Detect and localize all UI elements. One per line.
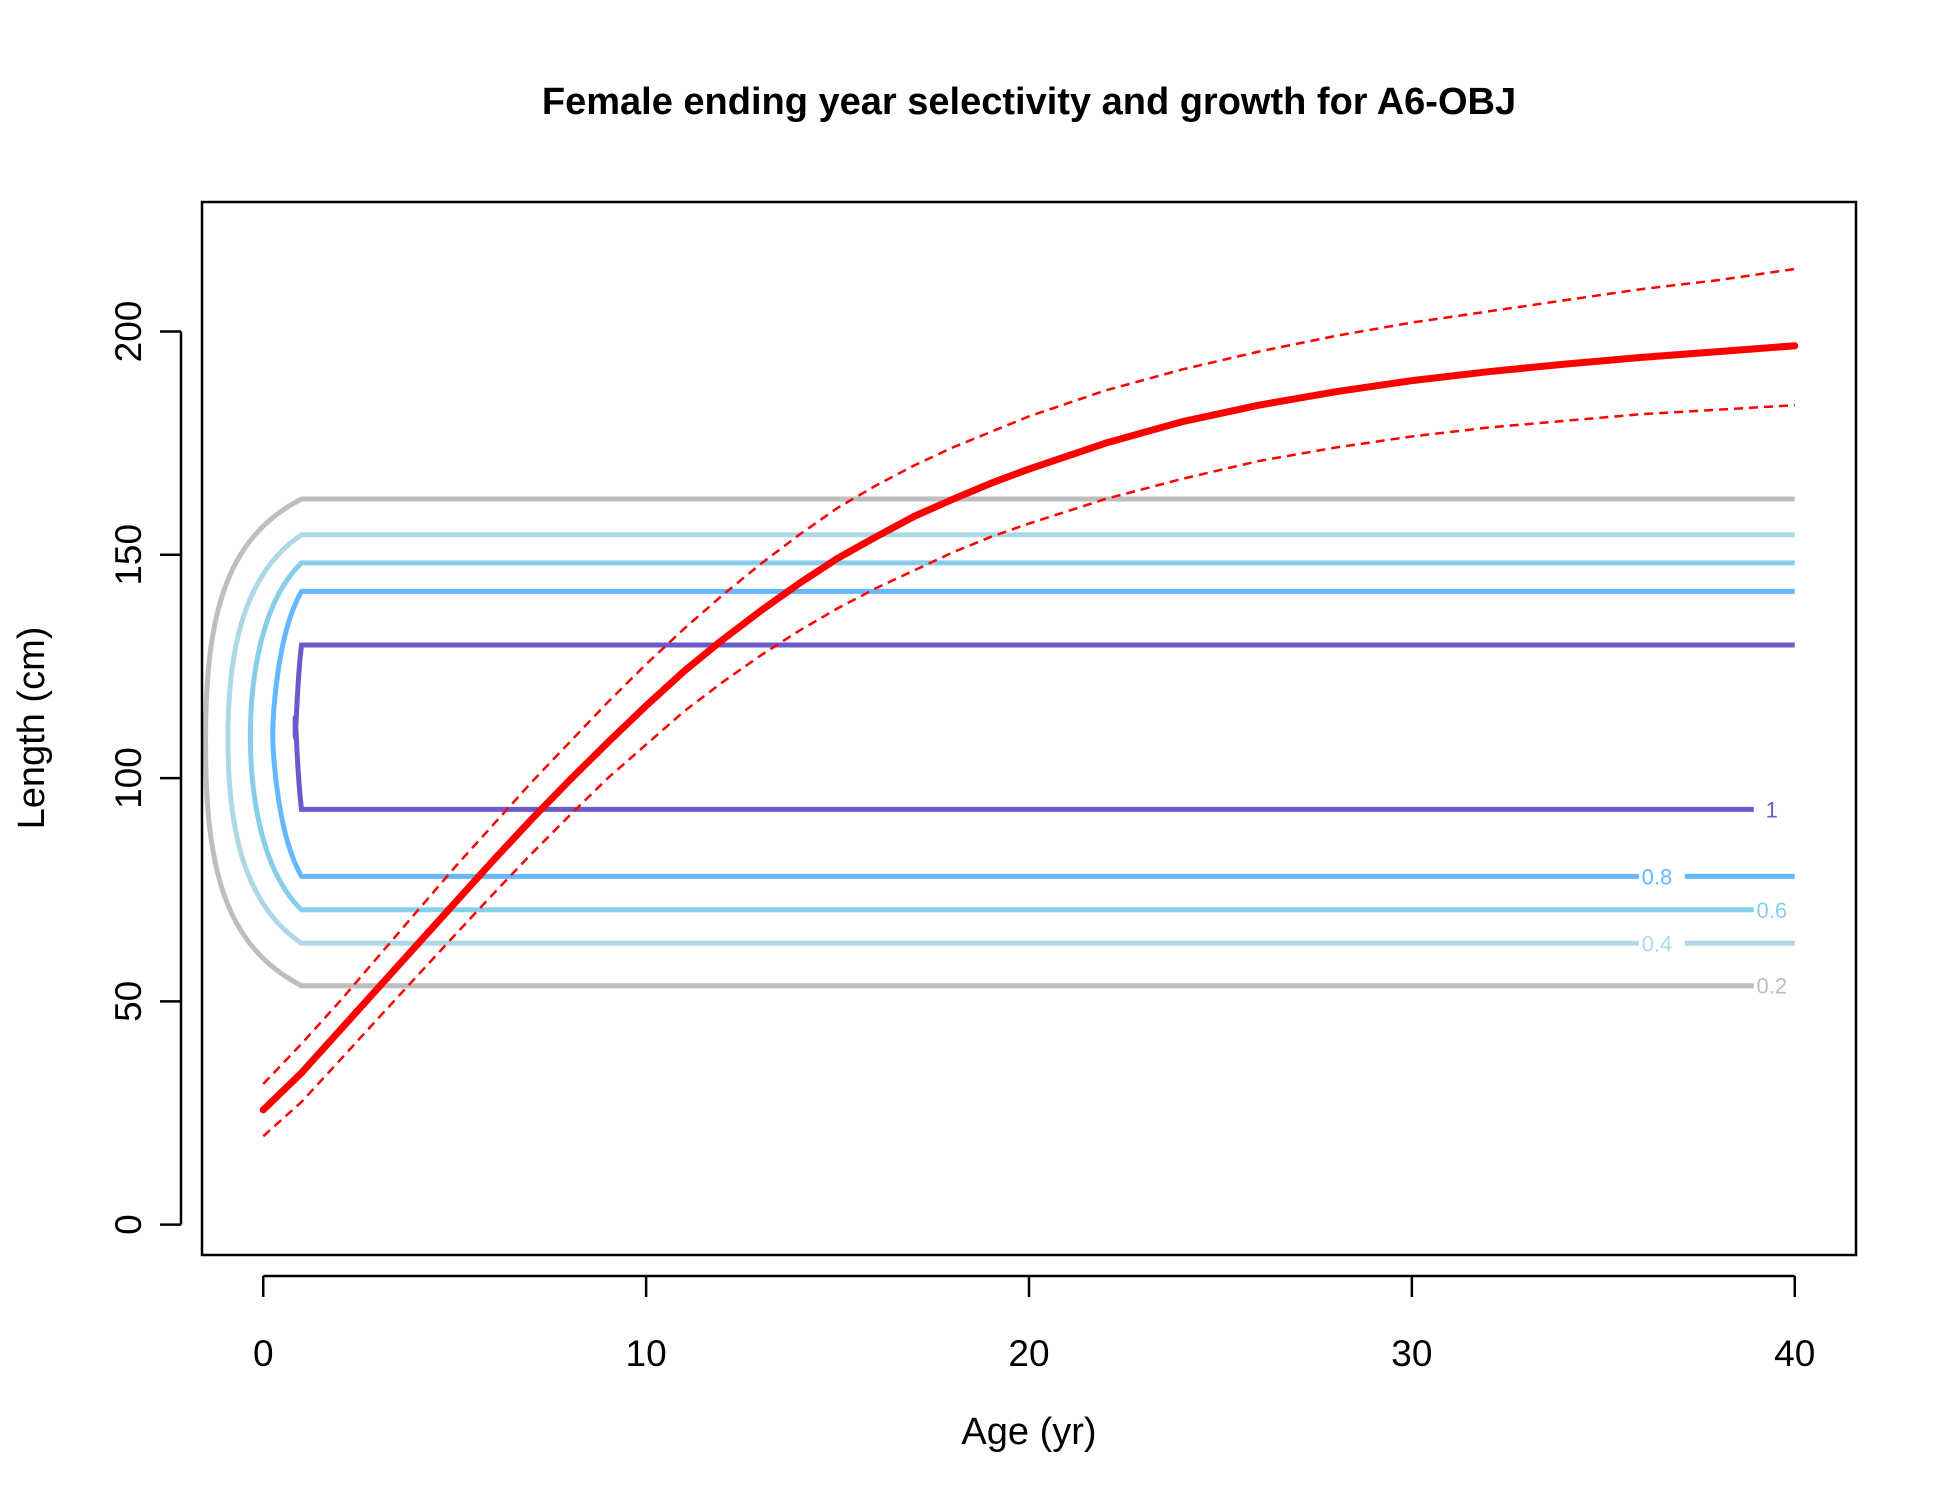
selectivity-contour-0.6 bbox=[247, 560, 1795, 913]
x-tick-label-40: 40 bbox=[1774, 1333, 1815, 1374]
chart-title: Female ending year selectivity and growt… bbox=[542, 81, 1516, 123]
y-tick-label-100: 100 bbox=[108, 747, 149, 809]
growth-mean-line bbox=[259, 342, 1799, 1114]
y-tick-label-200: 200 bbox=[108, 301, 149, 363]
y-tick-label-150: 150 bbox=[108, 524, 149, 586]
y-tick-label-0: 0 bbox=[108, 1214, 149, 1235]
y-axis-title: Length (cm) bbox=[11, 627, 53, 830]
growth-lower-bound-line bbox=[262, 403, 1795, 1138]
selectivity-contour-0.2 bbox=[203, 496, 1795, 989]
contour-label-1: 1 bbox=[1766, 797, 1778, 822]
selectivity-contour-1 bbox=[292, 642, 1795, 812]
y-tick-label-50: 50 bbox=[108, 981, 149, 1022]
x-tick-label-20: 20 bbox=[1008, 1333, 1049, 1374]
plot-area: 0.2 0.4 0.6 0.8 1 bbox=[203, 267, 1799, 1138]
growth-upper-bound-line bbox=[262, 267, 1795, 1085]
x-tick-label-0: 0 bbox=[253, 1333, 274, 1374]
axes: 0 10 20 30 40 0 50 100 150 200 bbox=[108, 301, 1815, 1374]
contour-label-0.4: 0.4 bbox=[1642, 931, 1673, 956]
selectivity-contour-0.8 bbox=[270, 588, 1795, 879]
plot-frame bbox=[200, 200, 1858, 1257]
contour-label-0.2: 0.2 bbox=[1756, 974, 1787, 999]
x-tick-label-30: 30 bbox=[1391, 1333, 1432, 1374]
contour-label-0.8: 0.8 bbox=[1642, 864, 1673, 889]
x-tick-label-10: 10 bbox=[626, 1333, 667, 1374]
selectivity-contour-0.4 bbox=[225, 532, 1795, 946]
x-axis-title: Age (yr) bbox=[961, 1411, 1096, 1453]
contour-label-0.6: 0.6 bbox=[1756, 898, 1787, 923]
